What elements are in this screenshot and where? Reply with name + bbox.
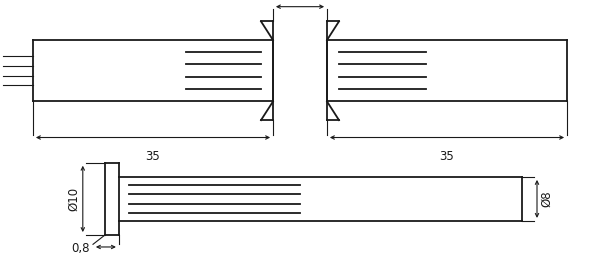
Text: Ø10: Ø10 xyxy=(67,187,80,211)
Text: 35: 35 xyxy=(440,150,454,163)
Text: 35: 35 xyxy=(146,150,160,163)
Text: 0,8: 0,8 xyxy=(71,242,90,255)
Text: Ø8: Ø8 xyxy=(540,191,553,207)
Text: D: D xyxy=(295,0,305,1)
